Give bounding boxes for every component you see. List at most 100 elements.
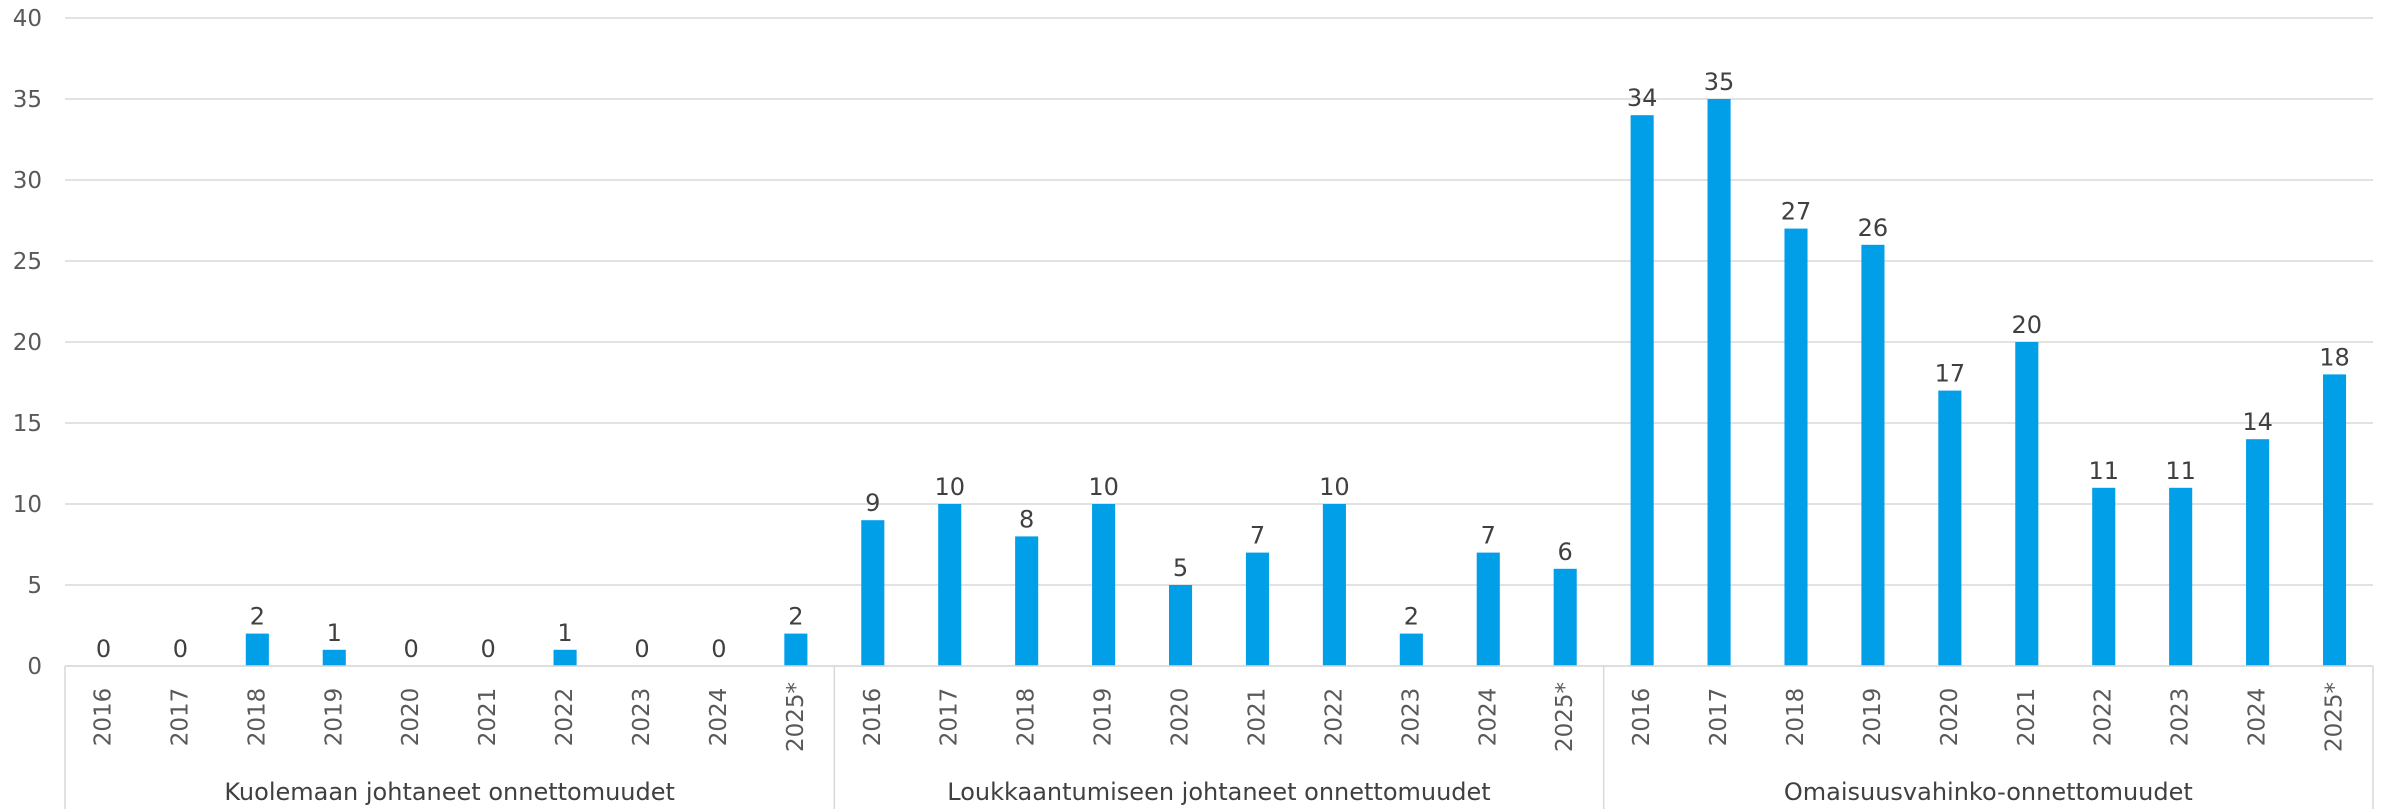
x-tick-label: 2019 xyxy=(1860,688,1886,747)
bar xyxy=(1784,228,1808,666)
data-label: 0 xyxy=(96,635,111,663)
bars xyxy=(245,99,2347,667)
x-tick-label: 2020 xyxy=(1168,688,1194,747)
data-label: 0 xyxy=(404,635,419,663)
x-tick-label: 2020 xyxy=(1937,688,1963,747)
bar xyxy=(1630,115,1654,666)
x-tick-label: 2025* xyxy=(1552,682,1578,752)
data-label: 0 xyxy=(480,635,495,663)
data-label: 20 xyxy=(2012,311,2043,339)
bar xyxy=(2322,374,2347,666)
data-label: 1 xyxy=(327,619,342,647)
x-tick-label: 2022 xyxy=(552,688,578,747)
data-label: 5 xyxy=(1173,554,1188,582)
x-tick-label: 2019 xyxy=(321,688,347,747)
x-tick-label: 2020 xyxy=(398,688,424,747)
bar xyxy=(1092,504,1116,666)
data-label: 6 xyxy=(1558,538,1573,566)
x-tick-label: 2021 xyxy=(2014,688,2040,747)
x-tick-label: 2022 xyxy=(1321,688,1347,747)
data-label: 9 xyxy=(865,489,880,517)
data-label: 10 xyxy=(1088,473,1119,501)
bar xyxy=(553,649,577,666)
x-tick-label: 2025* xyxy=(2322,682,2348,752)
group-label: Kuolemaan johtaneet onnettomuudet xyxy=(224,778,675,806)
bar xyxy=(1015,536,1039,666)
data-label: 1 xyxy=(557,619,572,647)
bar xyxy=(1322,504,1346,666)
bar xyxy=(1399,633,1423,666)
bar xyxy=(245,633,269,666)
bar xyxy=(322,649,346,666)
data-label: 10 xyxy=(1319,473,1350,501)
bar xyxy=(2015,342,2039,666)
x-tick-label: 2021 xyxy=(475,688,501,747)
bar xyxy=(784,633,808,666)
data-label: 2 xyxy=(250,603,265,631)
x-tick-label: 2018 xyxy=(1783,688,1809,747)
x-tick-label: 2018 xyxy=(244,688,270,747)
x-tick-label: 2018 xyxy=(1014,688,1040,747)
y-tick-label: 25 xyxy=(13,249,42,275)
x-tick-label: 2023 xyxy=(1398,688,1424,747)
data-label: 2 xyxy=(1404,603,1419,631)
x-tick-label: 2022 xyxy=(2091,688,2117,747)
data-label: 11 xyxy=(2165,457,2196,485)
x-tick-label: 2016 xyxy=(90,688,116,747)
data-label: 7 xyxy=(1250,522,1265,550)
x-tick-label: 2024 xyxy=(2245,688,2271,747)
x-tick-label: 2016 xyxy=(860,688,886,747)
bar xyxy=(1553,568,1577,666)
data-label: 14 xyxy=(2242,408,2273,436)
data-label: 18 xyxy=(2319,343,2350,371)
bar xyxy=(1707,99,1731,666)
y-axis-ticks: 0 5 10 15 20 25 30 35 40 xyxy=(13,6,42,680)
x-tick-label: 2024 xyxy=(1475,688,1501,747)
bar xyxy=(1168,585,1193,666)
bar xyxy=(2246,439,2270,666)
x-tick-label: 2019 xyxy=(1091,688,1117,747)
y-tick-label: 30 xyxy=(13,168,42,194)
x-tick-label: 2017 xyxy=(167,688,193,747)
y-tick-label: 35 xyxy=(13,87,42,113)
data-label: 27 xyxy=(1781,198,1812,226)
x-axis: 2016 2017 2018 2019 2020 2021 2022 2023 2024 2025… xyxy=(64,665,2374,809)
x-tick-label: 2025* xyxy=(783,682,809,752)
bar xyxy=(2092,487,2116,666)
data-label: 7 xyxy=(1481,522,1496,550)
x-tick-label: 2017 xyxy=(937,688,963,747)
y-tick-label: 5 xyxy=(27,573,42,599)
data-label: 26 xyxy=(1858,214,1889,242)
x-tick-label: 2024 xyxy=(706,688,732,747)
data-label: 34 xyxy=(1627,84,1658,112)
group-label: Omaisuusvahinko-onnettomuudet xyxy=(1784,778,2193,806)
x-tick-label: 2023 xyxy=(629,688,655,747)
bar xyxy=(861,520,885,666)
y-tick-label: 10 xyxy=(13,492,42,518)
bar xyxy=(1476,552,1500,666)
group-label: Loukkaantumiseen johtaneet onnettomuudet xyxy=(947,778,1490,806)
data-label: 10 xyxy=(934,473,965,501)
data-label: 11 xyxy=(2088,457,2119,485)
data-label: 0 xyxy=(634,635,649,663)
y-tick-label: 40 xyxy=(13,6,42,32)
data-label: 8 xyxy=(1019,505,1034,533)
x-tick-label: 2023 xyxy=(2168,688,2194,747)
y-tick-label: 0 xyxy=(27,654,42,680)
y-tick-label: 15 xyxy=(13,411,42,437)
data-label: 0 xyxy=(711,635,726,663)
data-label: 0 xyxy=(173,635,188,663)
x-tick-label: 2021 xyxy=(1244,688,1270,747)
gridlines xyxy=(65,17,2373,667)
x-tick-label: 2017 xyxy=(1706,688,1732,747)
data-label: 17 xyxy=(1935,360,1966,388)
bar xyxy=(1245,552,1270,666)
bar xyxy=(1938,390,1962,666)
data-label: 35 xyxy=(1704,68,1735,96)
bar xyxy=(2169,487,2193,666)
bar xyxy=(1861,244,1885,667)
x-tick-label: 2016 xyxy=(1629,688,1655,747)
bar xyxy=(938,504,962,666)
